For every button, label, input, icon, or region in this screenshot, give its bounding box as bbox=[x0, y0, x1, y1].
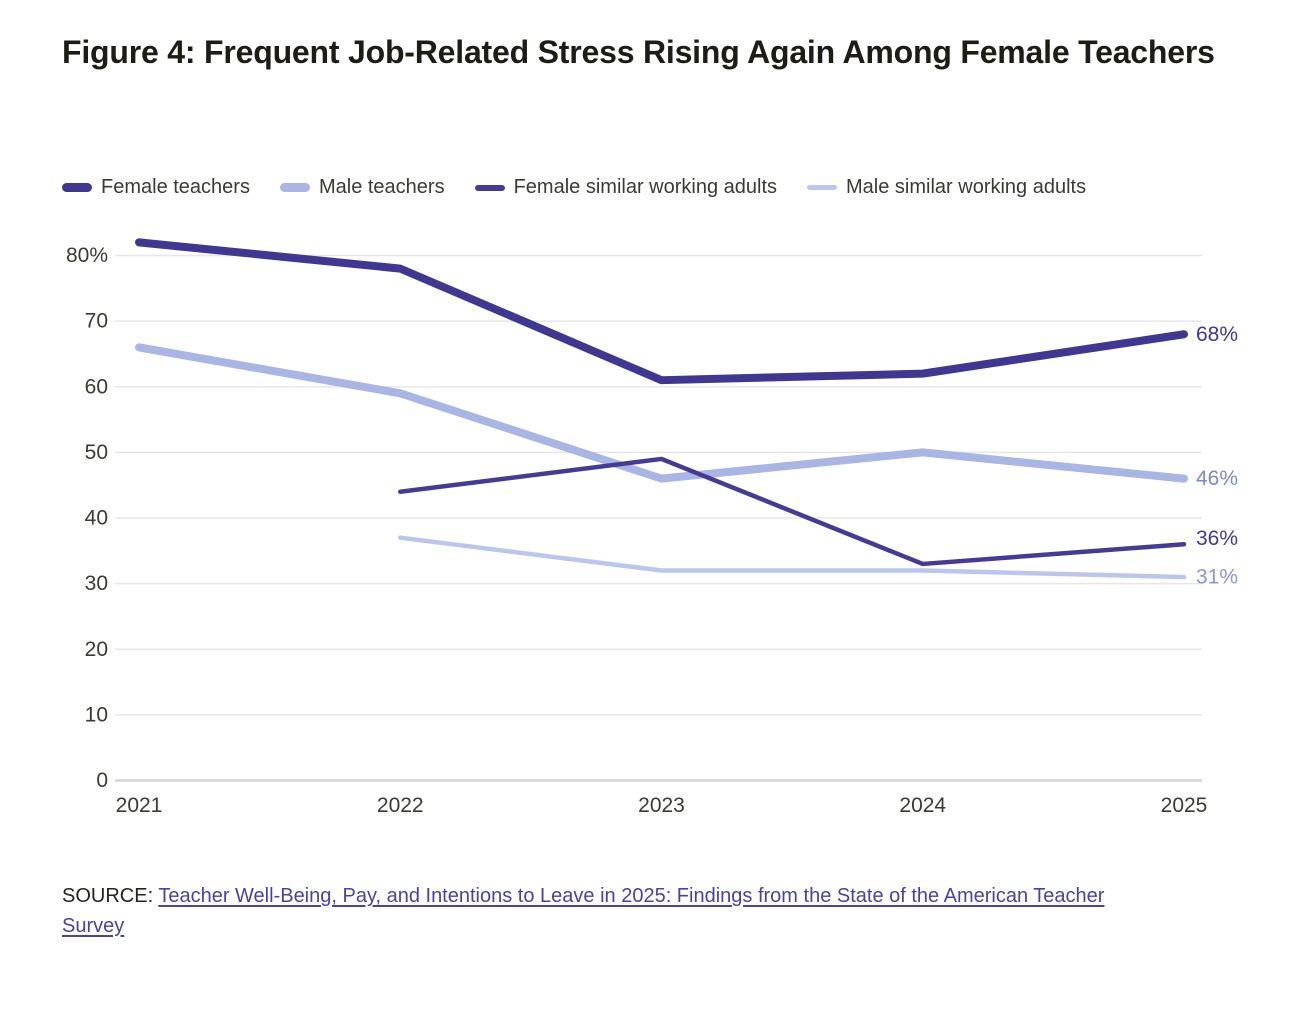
chart-legend: Female teachers Male teachers Female simil… bbox=[62, 176, 1282, 199]
legend-item: Female teachers bbox=[62, 176, 250, 199]
y-tick-label: 0 bbox=[96, 769, 108, 792]
y-tick-label: 80% bbox=[66, 244, 108, 267]
legend-label: Male teachers bbox=[318, 176, 445, 198]
series-end-label: 68% bbox=[1196, 323, 1238, 346]
series-line-female-teachers bbox=[135, 238, 1188, 385]
y-tick-label: 50 bbox=[85, 441, 108, 464]
series-line-male-similar-working-adults bbox=[398, 535, 1187, 580]
x-tick-label: 2022 bbox=[377, 794, 424, 817]
legend-label: Male similar working adults bbox=[846, 176, 1087, 198]
source-note: SOURCE: Teacher Well-Being, Pay, and Int… bbox=[62, 882, 1154, 941]
y-tick-label: 10 bbox=[85, 703, 108, 726]
y-tick-label: 40 bbox=[85, 507, 108, 530]
legend-swatch-icon bbox=[62, 183, 92, 192]
series-end-label: 31% bbox=[1196, 566, 1238, 589]
source-link[interactable]: Teacher Well-Being, Pay, and Intentions … bbox=[62, 885, 1105, 937]
x-tick-label: 2025 bbox=[1161, 794, 1208, 817]
y-tick-label: 20 bbox=[85, 638, 108, 661]
series-end-label: 36% bbox=[1196, 527, 1238, 550]
legend-swatch-icon bbox=[474, 184, 505, 191]
series-end-label: 46% bbox=[1196, 467, 1238, 490]
y-tick-label: 30 bbox=[85, 572, 108, 595]
legend-label: Female teachers bbox=[101, 176, 250, 198]
series-line-female-similar-working-adults bbox=[398, 456, 1187, 567]
legend-item: Female similar working adults bbox=[474, 176, 778, 199]
gridlines bbox=[115, 254, 1202, 782]
page-title: Figure 4: Frequent Job-Related Stress Ri… bbox=[62, 28, 1242, 77]
legend-item: Male similar working adults bbox=[807, 176, 1086, 199]
legend-swatch-icon bbox=[279, 183, 310, 192]
series-line-male-teachers bbox=[135, 343, 1188, 483]
source-label: SOURCE: bbox=[62, 885, 154, 907]
y-tick-label: 70 bbox=[85, 310, 108, 333]
legend-label: Female similar working adults bbox=[513, 176, 778, 198]
x-tick-label: 2023 bbox=[638, 794, 685, 817]
figure-title-text: Frequent Job-Related Stress Rising Again… bbox=[204, 34, 1215, 70]
x-tick-label: 2024 bbox=[899, 794, 946, 817]
y-tick-label: 60 bbox=[85, 375, 108, 398]
legend-swatch-icon bbox=[807, 185, 838, 190]
legend-item: Male teachers bbox=[279, 176, 445, 199]
x-axis-tick-labels: 2021 2022 2023 2024 2025 bbox=[116, 794, 1208, 817]
figure-number: Figure 4: bbox=[62, 34, 196, 70]
y-axis-tick-labels: 0 10 20 30 40 50 60 70 80% bbox=[66, 244, 108, 792]
x-tick-label: 2021 bbox=[116, 794, 163, 817]
